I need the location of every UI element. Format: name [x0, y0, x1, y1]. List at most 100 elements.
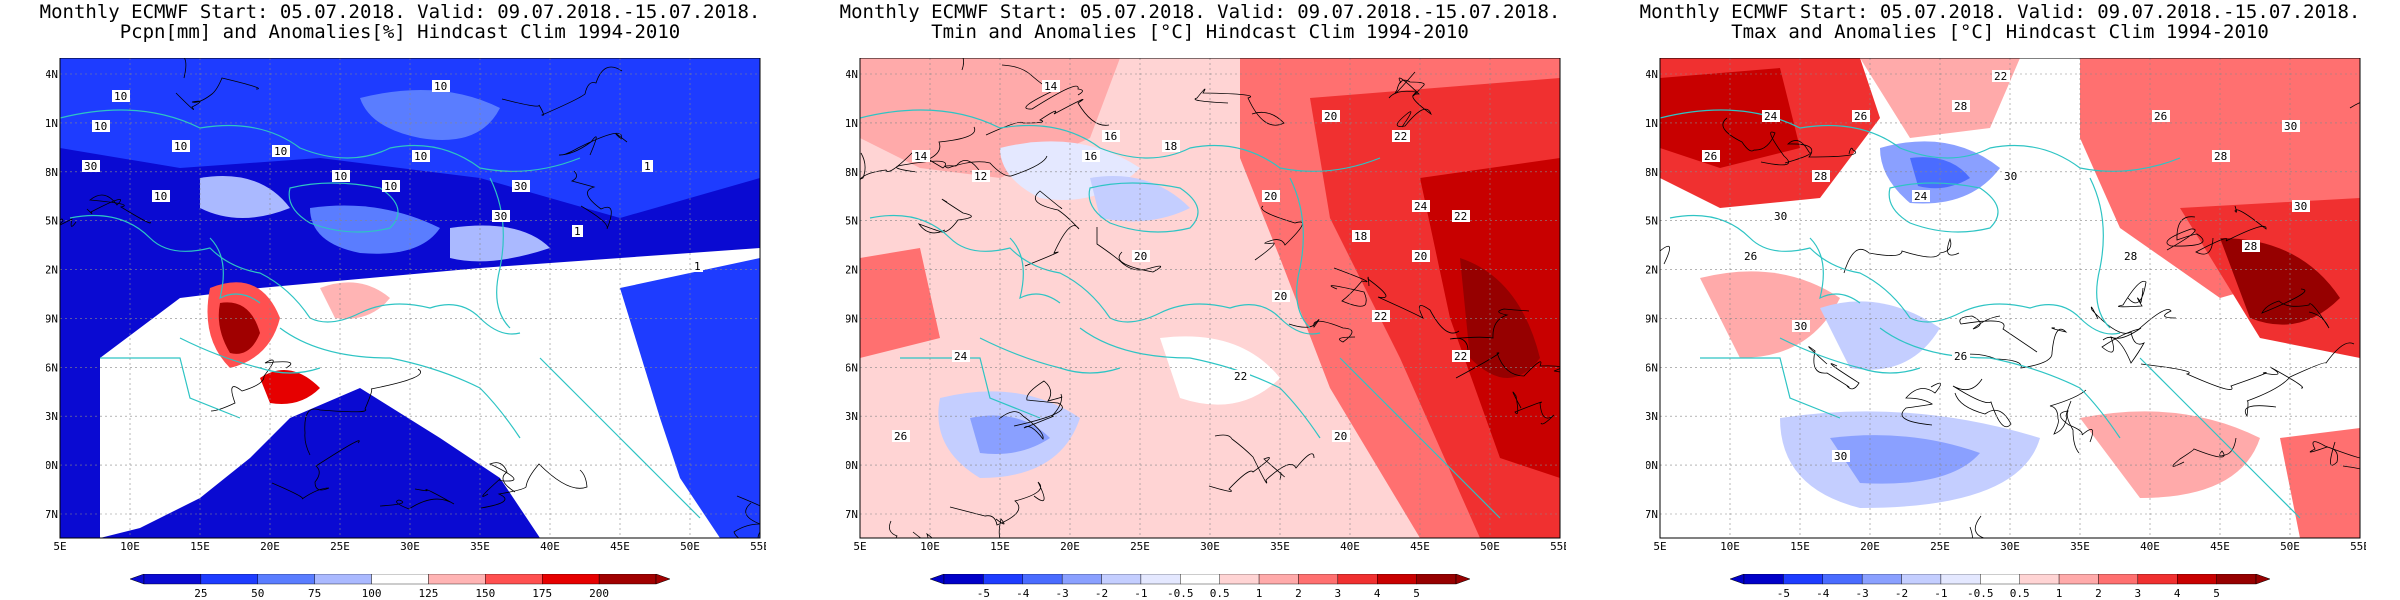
contour-label: 20: [1262, 190, 1280, 203]
contour-label: 28: [1812, 170, 1830, 183]
contour-line: [304, 368, 421, 456]
contour-line: [860, 151, 914, 187]
colorbar-segment: [1219, 574, 1260, 585]
colorbar-segment: [1022, 574, 1063, 585]
map-frame: [59, 58, 761, 539]
contour-line: [1208, 457, 1285, 492]
longitude-label: 55E: [750, 540, 766, 550]
contour-line: [2309, 441, 2360, 466]
longitude-label: 5E: [853, 540, 866, 550]
longitude-label: 45E: [2210, 540, 2230, 550]
contour-line: [2166, 216, 2204, 251]
latitude-label: 45N: [846, 215, 858, 228]
contour-line: [1660, 245, 1670, 265]
contour-line: [1901, 382, 1941, 426]
longitude-label: 20E: [1860, 540, 1880, 550]
longitude-label: 45E: [1410, 540, 1430, 550]
colorbar-tick-label: 150: [475, 587, 495, 600]
colorbar-tick-label: 200: [589, 587, 609, 600]
latitude-label: 51N: [1646, 117, 1658, 130]
coastline: [1959, 303, 2121, 335]
latitude-label: 45N: [1646, 215, 1658, 228]
coastline: [1669, 214, 1961, 323]
contour-line: [210, 359, 292, 412]
contour-line: [558, 132, 628, 156]
contour-label: 30: [82, 160, 100, 173]
longitude-label: 35E: [1270, 540, 1290, 550]
tmin-panel: Monthly ECMWF Start: 05.07.2018. Valid: …: [800, 0, 1600, 600]
longitude-label: 55E: [2350, 540, 2366, 550]
contour-label: 30: [512, 180, 530, 193]
svg-text:28: 28: [1954, 100, 1967, 113]
contour-label: 10: [152, 190, 170, 203]
colorbar-segment: [1743, 574, 1784, 585]
colorbar-segment: [2216, 574, 2257, 585]
tmax-panel: Monthly ECMWF Start: 05.07.2018. Valid: …: [1600, 0, 2400, 600]
anomaly-field-region: [1460, 258, 1540, 378]
colorbar-segment: [2137, 574, 2178, 585]
longitude-label: 20E: [260, 540, 280, 550]
svg-text:10: 10: [334, 170, 347, 183]
contour-label: 1: [572, 225, 583, 238]
coastline: [489, 177, 511, 329]
latitude-label: 39N: [846, 312, 858, 325]
anomaly-field-region: [1910, 157, 1970, 189]
colorbar-tick-label: -3: [1856, 587, 1869, 600]
svg-text:30: 30: [2004, 170, 2017, 183]
longitude-label: 30E: [1200, 540, 1220, 550]
svg-text:18: 18: [1354, 230, 1367, 243]
contour-label: 16: [1082, 150, 1100, 163]
coastline: [1009, 237, 1061, 304]
contour-label: 28: [1952, 100, 1970, 113]
anomaly-field-region: [450, 225, 550, 262]
contour-label: 1: [692, 260, 703, 273]
colorbar-segment: [1258, 574, 1299, 585]
contour-label: 14: [912, 150, 930, 163]
longitude-label: 45E: [610, 540, 630, 550]
svg-text:14: 14: [914, 150, 928, 163]
coastline: [1700, 357, 1841, 419]
svg-text:24: 24: [954, 350, 968, 363]
anomaly-field-region: [1830, 435, 1980, 484]
svg-text:10: 10: [154, 190, 167, 203]
contour-line: [501, 66, 623, 116]
colorbar-low-arrow: [1730, 574, 1745, 585]
contour-label: 10: [412, 150, 430, 163]
contour-line: [2059, 410, 2094, 454]
colorbar-segment: [257, 574, 315, 585]
contour-line: [482, 462, 516, 497]
contour-line: [1512, 391, 1555, 425]
longitude-label: 15E: [990, 540, 1010, 550]
longitude-label: 35E: [2070, 540, 2090, 550]
anomaly-field-region: [860, 248, 940, 358]
longitude-label: 5E: [53, 540, 66, 550]
contour-label: 20: [1272, 290, 1290, 303]
contour-line: [2261, 288, 2330, 329]
latitude-label: 33N: [46, 410, 58, 423]
svg-text:30: 30: [2284, 120, 2297, 133]
svg-text:30: 30: [494, 210, 507, 223]
contour-label: 16: [1102, 130, 1120, 143]
colorbar-segment: [2058, 574, 2099, 585]
colorbar-tick-label: 0.5: [1210, 587, 1230, 600]
contour-label: 22: [1392, 130, 1410, 143]
tmax-map: 22 24 26 28 30 26 28 30 24 26 28 30 26 28 30 28 30 26 30 54…: [1646, 58, 2366, 550]
colorbar-tick-label: 0.5: [2010, 587, 2030, 600]
colorbar-segment: [200, 574, 258, 585]
svg-text:26: 26: [1954, 350, 1967, 363]
tmin-colorbar: -5 -4 -3 -2 -1 -0.5 0.5 1 2 3 4 5: [930, 574, 1470, 600]
latitude-label: 48N: [846, 166, 858, 179]
svg-text:28: 28: [2244, 240, 2257, 253]
colorbar-segment: [943, 574, 984, 585]
contour-line: [1455, 352, 1560, 379]
longitude-label: 15E: [190, 540, 210, 550]
svg-text:10: 10: [434, 80, 447, 93]
svg-text:22: 22: [1374, 310, 1387, 323]
contour-label: 30: [1792, 320, 1810, 333]
contour-label: 24: [1912, 190, 1930, 203]
svg-text:20: 20: [1334, 430, 1347, 443]
contour-label: 30: [2282, 120, 2300, 133]
colorbar-segment: [1180, 574, 1220, 585]
coastline: [69, 214, 361, 323]
svg-text:30: 30: [1834, 450, 1847, 463]
